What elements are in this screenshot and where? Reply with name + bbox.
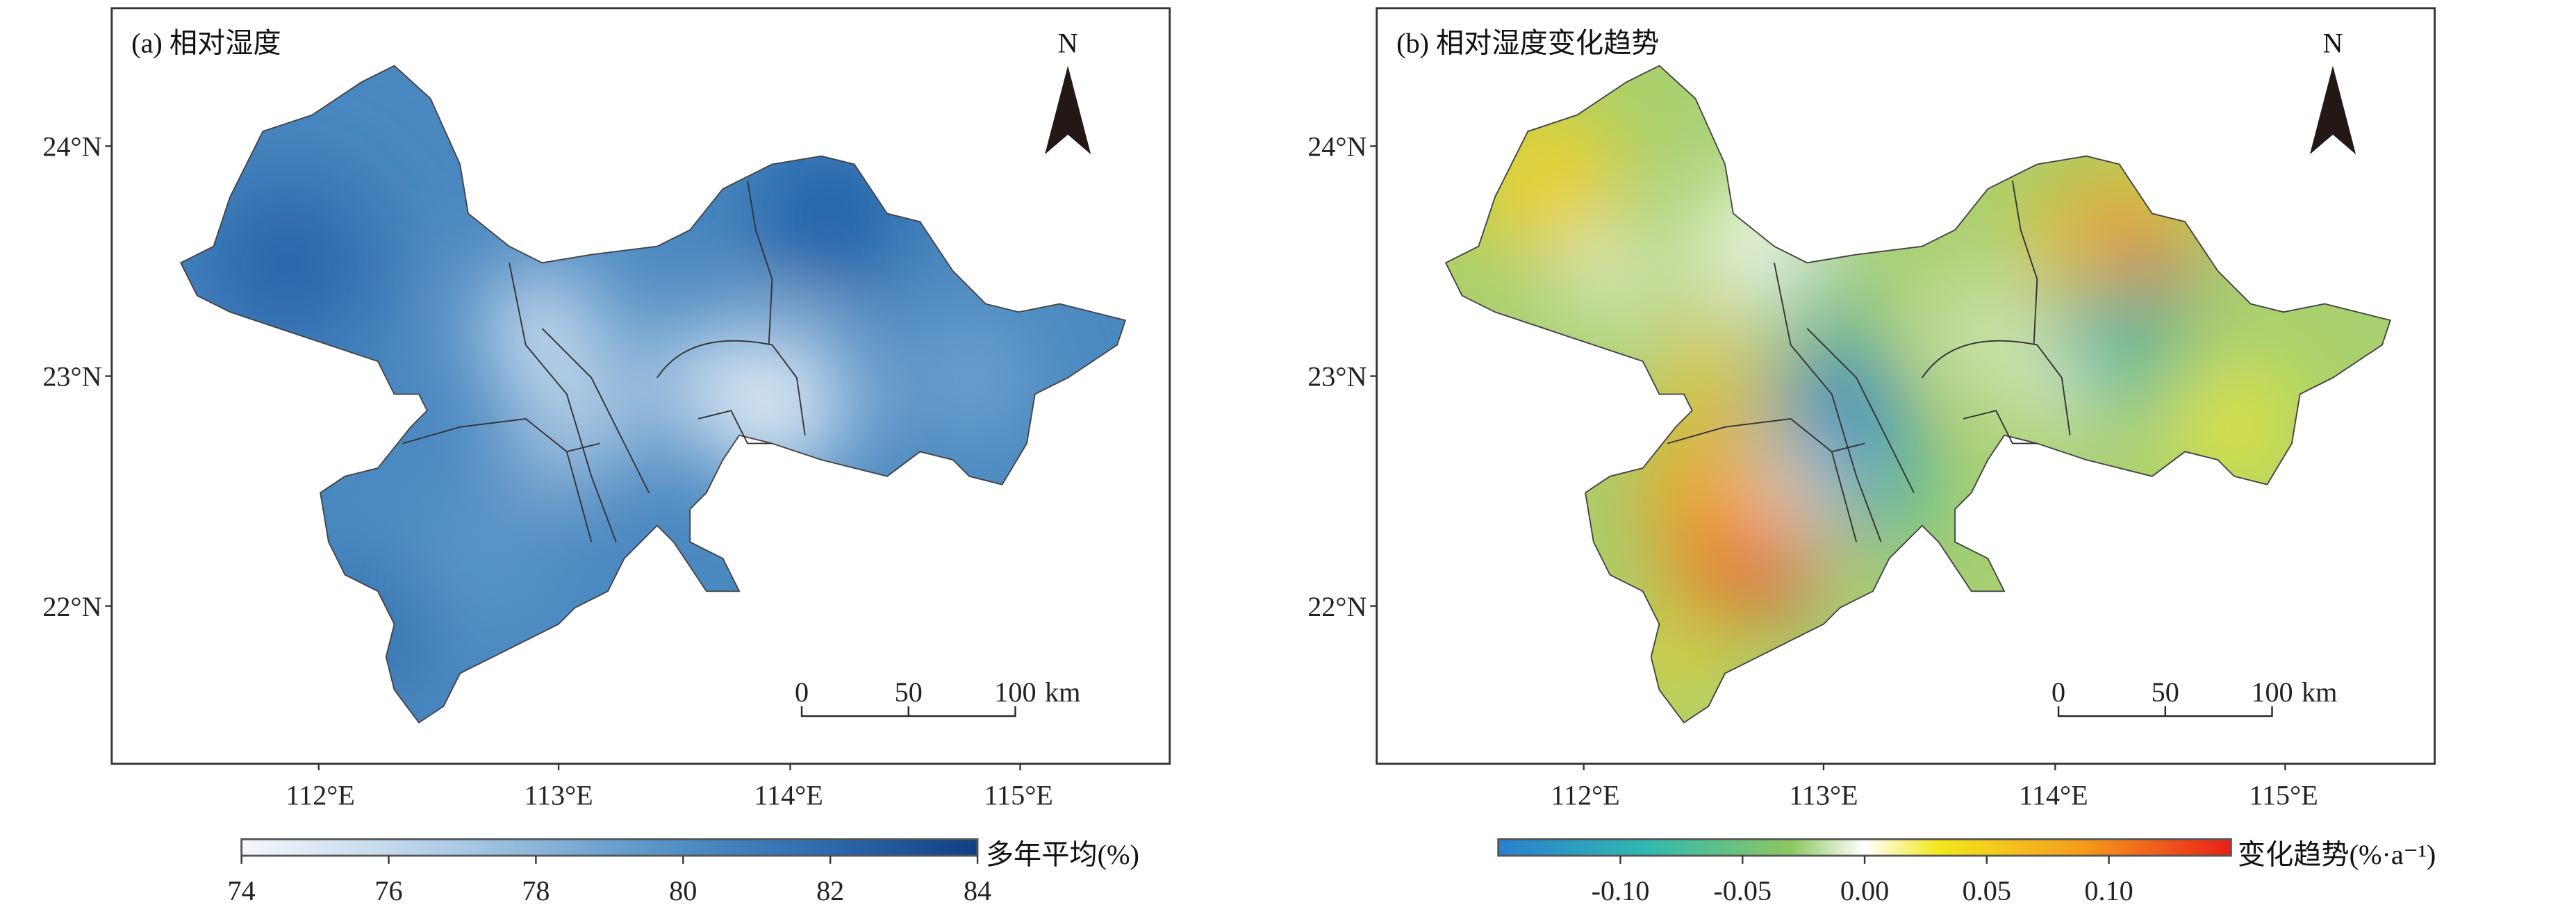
colorbar-tick-label: 0.05	[1963, 875, 2011, 906]
panel-b: (b) 相对湿度变化趋势 N 0 50 100 km 24°N 23°N 22°…	[1307, 7, 2436, 906]
north-label: N	[2322, 28, 2343, 59]
colorbar-tick-label: 0.10	[2084, 875, 2133, 906]
svg-text:113°E: 113°E	[524, 780, 593, 811]
svg-text:km: km	[2302, 676, 2337, 708]
svg-text:22°N: 22°N	[1307, 591, 1367, 622]
panel-title: (a) 相对湿度	[131, 28, 281, 59]
scale-bar: 0 50 100 km	[795, 676, 1080, 717]
colorbar	[240, 838, 979, 857]
panel-a: (a) 相对湿度 N 0 50 100 km 24°N 23°N 22°N 11…	[42, 7, 1171, 906]
svg-text:24°N: 24°N	[42, 131, 101, 163]
scale-bar: 0 50 100 km	[2051, 676, 2337, 717]
svg-text:km: km	[1045, 676, 1080, 708]
svg-text:24°N: 24°N	[1307, 131, 1367, 163]
lat-axis: 24°N 23°N 22°N	[1307, 131, 1377, 622]
lon-axis: 112°E 113°E 114°E 115°E	[286, 763, 1053, 811]
svg-text:100: 100	[994, 676, 1036, 708]
north-label: N	[1058, 28, 1078, 59]
lon-axis: 112°E 113°E 114°E 115°E	[1551, 763, 2318, 811]
colorbar-tick-label: 74	[228, 875, 256, 906]
svg-text:0: 0	[795, 676, 809, 708]
district-boundaries	[402, 180, 806, 542]
svg-text:115°E: 115°E	[984, 780, 1052, 811]
north-arrow-icon	[2309, 65, 2356, 155]
colorbar-tick-label: 80	[669, 875, 697, 906]
svg-text:0: 0	[2051, 676, 2065, 708]
svg-text:114°E: 114°E	[2019, 780, 2088, 811]
legend-b: 变化趋势(%·a⁻¹) -0.10 -0.05 0.00 0.05 0.10	[1497, 838, 2436, 906]
svg-text:112°E: 112°E	[1551, 780, 1619, 811]
svg-text:114°E: 114°E	[754, 780, 823, 811]
svg-text:100: 100	[2251, 676, 2293, 708]
region-outline	[1444, 65, 2391, 724]
legend-title: 变化趋势(%·a⁻¹)	[2238, 839, 2436, 870]
svg-text:50: 50	[2152, 676, 2179, 708]
svg-text:23°N: 23°N	[42, 361, 101, 392]
lat-axis: 24°N 23°N 22°N	[42, 131, 112, 622]
svg-text:115°E: 115°E	[2249, 780, 2318, 811]
svg-text:112°E: 112°E	[286, 780, 354, 811]
region-outline	[179, 65, 1127, 724]
colorbar-tick-label: 76	[374, 875, 402, 906]
legend-title: 多年平均(%)	[986, 839, 1139, 870]
colorbar	[1497, 838, 2232, 857]
svg-text:23°N: 23°N	[1307, 361, 1367, 392]
colorbar-tick-label: 84	[964, 875, 991, 906]
svg-text:22°N: 22°N	[42, 591, 101, 622]
colorbar-tick-label: -0.05	[1713, 875, 1772, 906]
district-boundaries	[1667, 180, 2071, 542]
svg-text:113°E: 113°E	[1789, 780, 1858, 811]
svg-text:50: 50	[895, 676, 923, 708]
colorbar-tick-label: -0.10	[1592, 875, 1650, 906]
colorbar-tick-label: 78	[522, 875, 550, 906]
north-arrow-icon	[1045, 65, 1091, 155]
colorbar-tick-label: 0.00	[1840, 875, 1889, 906]
colorbar-tick-label: 82	[816, 875, 844, 906]
panel-title: (b) 相对湿度变化趋势	[1396, 28, 1659, 59]
legend-a: 多年平均(%) 74 76 78 80 82 84	[228, 838, 1139, 906]
